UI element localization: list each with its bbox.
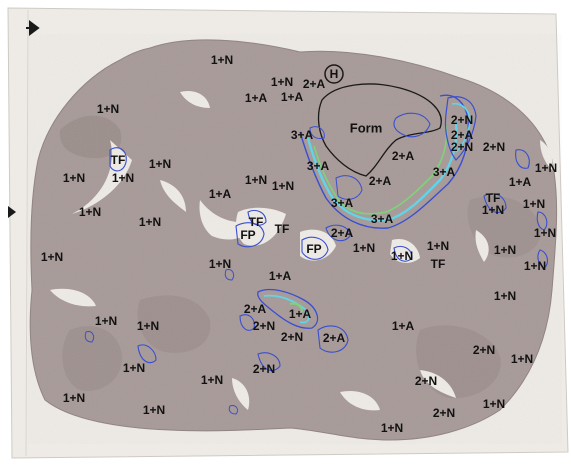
lesion-inner-blue (393, 112, 431, 138)
contour-tf-center (247, 209, 267, 226)
tissue-grain (28, 34, 562, 444)
contour-hippocampus-green (289, 302, 303, 313)
contour-top-blue (309, 126, 325, 139)
contour-small-3 (228, 405, 239, 415)
lesion-right-blue (444, 96, 477, 161)
contour-2n-bottom (257, 352, 281, 372)
contour-small-1 (224, 269, 235, 281)
lesion-inner-green (313, 125, 448, 215)
lesion-mid-cyan (306, 121, 458, 222)
contour-2a-lower (317, 325, 349, 353)
contour-tf-left (109, 147, 127, 172)
contour-2n-lower-left (239, 314, 255, 331)
h-marker-circle (324, 64, 344, 84)
contour-1n-lower-left (137, 344, 157, 364)
form-outline (317, 83, 442, 177)
lesion-right-cyan (451, 102, 471, 153)
contour-right-edge-1 (515, 149, 530, 169)
annotation-contours (84, 64, 549, 415)
left-edge-marker-top (26, 20, 40, 36)
contour-right-edge-3 (537, 249, 549, 269)
contour-1n-mid (393, 245, 413, 262)
contour-tf-right (483, 193, 507, 214)
contour-2a-mid (325, 224, 351, 242)
left-edge-marker-mid (8, 206, 16, 218)
contour-fp-left (235, 222, 265, 248)
lesion-outer-blue (299, 94, 470, 229)
lesion-center-blue (335, 175, 363, 200)
contour-right-edge-2 (536, 211, 548, 231)
contour-hippocampus-cyan (263, 294, 310, 324)
contour-fp-right (301, 236, 329, 260)
tissue-section (28, 34, 562, 444)
contour-small-2 (84, 331, 95, 343)
contour-hippocampus (257, 288, 319, 329)
slide-edge-line (25, 9, 29, 457)
